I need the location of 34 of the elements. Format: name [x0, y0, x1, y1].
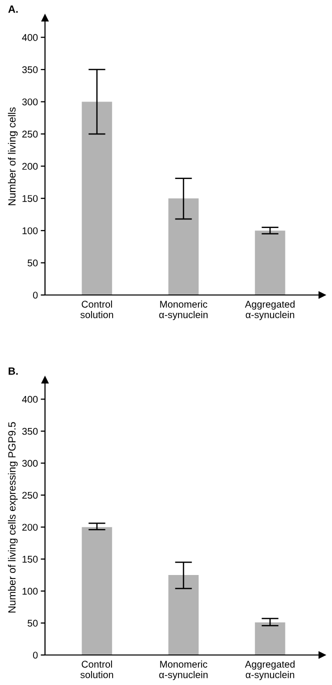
y-tick-label: 300 — [22, 98, 38, 106]
y-tick-label: 200 — [22, 524, 38, 531]
x-tick-label: Aggregated α-synuclein — [244, 300, 295, 320]
y-tick-label: 400 — [22, 396, 38, 403]
bar — [82, 102, 112, 295]
y-tick-label: 300 — [22, 460, 38, 467]
y-axis-title: Number of living cells expressing PGP9.5 — [8, 422, 18, 612]
y-axis-title: Number of living cells — [8, 107, 18, 206]
bar — [82, 527, 112, 655]
y-tick-label: 250 — [22, 130, 38, 138]
y-tick-label: 250 — [22, 492, 38, 499]
chart-title: B. — [8, 368, 18, 375]
chart-title: A. — [8, 6, 18, 13]
x-tick-label: Control solution — [80, 660, 114, 678]
y-tick-label: 0 — [33, 652, 38, 659]
x-tick-label: Control solution — [80, 300, 114, 318]
y-tick-label: 150 — [22, 556, 38, 563]
x-tick-label: Monomeric α-synuclein — [159, 660, 208, 680]
y-tick-label: 400 — [22, 34, 38, 41]
y-tick-label: 50 — [28, 620, 38, 627]
bar — [254, 622, 286, 655]
x-tick-label: Monomeric α-synuclein — [159, 300, 208, 320]
bar — [168, 575, 199, 655]
x-tick-label: Aggregated α-synuclein — [244, 660, 295, 680]
y-tick-label: 100 — [22, 227, 38, 234]
y-tick-label: 0 — [33, 292, 38, 299]
bar — [254, 230, 286, 295]
y-tick-label: 100 — [22, 588, 38, 595]
y-tick-label: 200 — [22, 162, 38, 170]
y-tick-label: 350 — [22, 428, 38, 435]
bar — [168, 198, 199, 295]
y-tick-label: 50 — [28, 260, 38, 266]
y-tick-label: 150 — [22, 195, 38, 202]
y-tick-label: 350 — [22, 66, 38, 74]
